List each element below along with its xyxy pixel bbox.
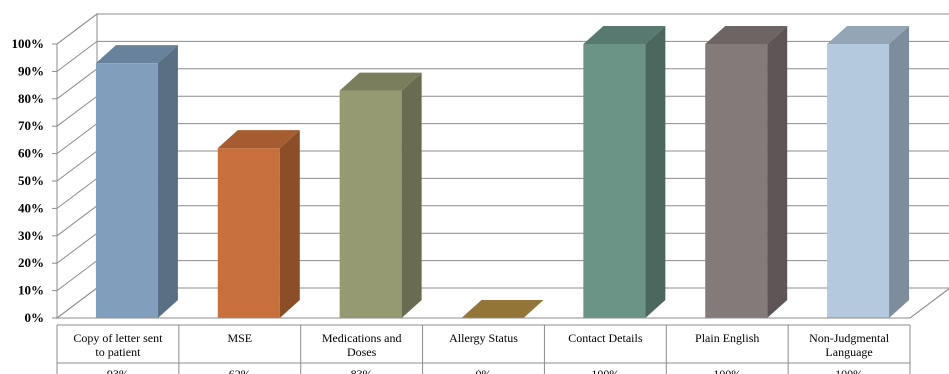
category-label: to patient: [95, 345, 141, 359]
data-table-value: 83%: [351, 367, 373, 374]
category-label: Allergy Status: [449, 331, 518, 345]
bar-front: [705, 44, 768, 318]
bar-top: [339, 72, 422, 91]
category-label: Contact Details: [568, 331, 643, 345]
y-tick-label: 50%: [18, 173, 44, 188]
category-label: Plain English: [695, 331, 759, 345]
data-table-value: 100%: [591, 367, 619, 374]
y-tick-label: 60%: [18, 146, 44, 161]
category-label: Copy of letter sent: [73, 331, 163, 345]
category-label: Language: [825, 345, 872, 359]
y-tick-label: 80%: [18, 91, 44, 106]
bar-top: [95, 45, 178, 64]
bar-side: [279, 130, 300, 318]
gridline: [56, 40, 949, 72]
bar-top: [461, 300, 544, 318]
category-label: MSE: [227, 331, 252, 345]
bar-side: [767, 26, 788, 318]
data-table-value: 100%: [713, 367, 741, 374]
bar-front: [217, 148, 280, 318]
bar-top: [705, 26, 788, 44]
bar-side: [645, 26, 666, 318]
x-axis-depth: [909, 288, 949, 319]
y-tick-label: 90%: [18, 63, 44, 78]
category-label: Medications and: [322, 331, 402, 345]
y-tick-label: 0%: [25, 310, 45, 325]
bar-front: [827, 44, 890, 318]
data-table-value: 62%: [229, 367, 251, 374]
category-label: Doses: [347, 345, 377, 359]
y-tick-label: 10%: [18, 283, 44, 298]
y-tick-label: 20%: [18, 255, 44, 270]
category-label: Non-Judgmental: [809, 331, 890, 345]
bar-front: [339, 90, 402, 318]
bar-side: [401, 72, 422, 318]
bar-top: [217, 130, 300, 149]
gridline: [56, 13, 949, 45]
y-tick-label: 30%: [18, 228, 44, 243]
bar-top: [583, 26, 666, 44]
y-tick-label: 100%: [12, 36, 45, 51]
data-table-value: 0%: [476, 367, 492, 374]
bar-side: [889, 26, 910, 318]
bar-front: [583, 44, 646, 318]
bar-side: [157, 45, 178, 319]
y-tick-label: 70%: [18, 118, 44, 133]
bar-front: [95, 63, 158, 319]
bar-top: [827, 26, 910, 44]
y-tick-label: 40%: [18, 200, 44, 215]
data-table-value: 93%: [107, 367, 129, 374]
data-table-value: 100%: [835, 367, 863, 374]
